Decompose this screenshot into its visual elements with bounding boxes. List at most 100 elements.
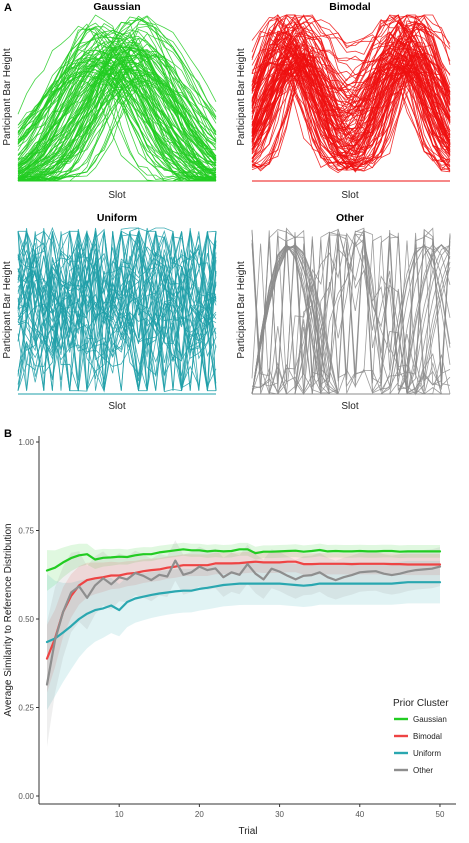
participant-line — [251, 23, 451, 155]
participant-line — [17, 46, 217, 178]
confidence-band — [47, 560, 440, 710]
participant-line — [17, 80, 217, 158]
participant-line — [251, 36, 451, 113]
participant-line — [251, 69, 451, 153]
participant-line — [251, 14, 451, 143]
y-axis-label: Participant Bar Height — [2, 48, 13, 145]
x-tick-label: 10 — [115, 810, 124, 819]
participant-line — [17, 70, 217, 171]
participant-line — [17, 30, 217, 176]
participant-line — [251, 52, 451, 136]
participant-line — [251, 24, 451, 163]
participant-line — [17, 49, 217, 175]
participant-line — [251, 68, 451, 172]
line-group — [251, 13, 451, 182]
participant-line — [17, 56, 217, 171]
y-tick-label: 0.25 — [18, 704, 34, 713]
participant-line — [17, 231, 217, 391]
x-axis-label: Slot — [341, 401, 358, 412]
x-axis-label: Slot — [108, 190, 125, 201]
participant-line — [251, 47, 451, 151]
participant-line — [17, 230, 217, 317]
participant-line — [17, 47, 217, 180]
subplot-title: Other — [336, 212, 364, 224]
participant-line — [17, 63, 217, 174]
x-axis-label: Slot — [341, 190, 358, 201]
y-tick-label: 0.75 — [18, 527, 34, 536]
participant-line — [251, 14, 451, 156]
participant-line — [17, 29, 217, 162]
participant-line — [251, 63, 451, 166]
participant-line — [251, 14, 451, 108]
participant-line — [251, 32, 451, 132]
subplot-title: Gaussian — [93, 1, 140, 13]
participant-line — [17, 35, 217, 171]
participant-line — [17, 57, 217, 172]
participant-line — [251, 38, 451, 118]
participant-line — [17, 56, 217, 159]
participant-line — [18, 28, 217, 182]
participant-line — [18, 22, 217, 182]
axes: 0.00 0.25 0.50 0.75 1.00 10 20 30 40 50 — [18, 436, 456, 819]
participant-line — [251, 59, 451, 158]
line-group — [17, 14, 217, 182]
other-subplot: Other Slot Participant Bar Height — [236, 212, 451, 412]
participant-line — [17, 231, 217, 391]
x-axis-label: Trial — [238, 826, 257, 837]
series-lines — [45, 548, 442, 686]
participant-line — [17, 66, 216, 182]
x-tick-label: 50 — [436, 810, 445, 819]
line-group — [17, 226, 217, 395]
participant-line — [251, 30, 451, 163]
participant-line — [17, 48, 217, 173]
y-tick-label: 0.50 — [18, 615, 34, 624]
participant-line — [17, 57, 217, 173]
y-axis-label: Participant Bar Height — [236, 261, 247, 358]
legend: Prior Cluster Gaussian Bimodal Uniform Othe… — [393, 698, 449, 775]
participant-line — [17, 231, 217, 356]
participant-line — [17, 72, 217, 182]
x-tick-label: 40 — [355, 810, 364, 819]
participant-line — [17, 56, 217, 180]
participant-line — [251, 61, 451, 125]
participant-line — [251, 62, 451, 136]
x-tick-label: 20 — [195, 810, 204, 819]
participant-line — [251, 67, 451, 161]
x-tick-label: 30 — [275, 810, 284, 819]
line-group — [251, 227, 451, 396]
participant-line — [251, 34, 451, 162]
series-line-uniform — [45, 581, 442, 644]
confidence-band — [47, 540, 440, 747]
y-axis-label: Average Similarity to Reference Distribu… — [3, 523, 14, 716]
participant-line — [251, 45, 451, 171]
participant-line — [17, 61, 217, 160]
series-line-bimodal — [45, 560, 442, 660]
y-axis-label: Participant Bar Height — [2, 261, 13, 358]
participant-line — [17, 79, 217, 182]
participant-line — [251, 14, 451, 158]
panel-a-label: A — [4, 2, 12, 14]
legend-label: Gaussian — [413, 715, 447, 724]
participant-line — [251, 229, 451, 393]
participant-line — [251, 14, 451, 147]
panel-b-label: B — [4, 428, 12, 440]
series-line-other — [45, 559, 442, 686]
y-tick-label: 1.00 — [18, 438, 34, 447]
legend-title: Prior Cluster — [393, 698, 449, 709]
participant-line — [252, 232, 450, 395]
participant-line — [251, 14, 451, 154]
participant-line — [17, 273, 217, 391]
gaussian-subplot: Gaussian Slot Participant Bar Height — [2, 1, 217, 201]
series-line-gaussian — [45, 548, 442, 572]
y-axis-label: Participant Bar Height — [236, 48, 247, 145]
uniform-subplot: Uniform Slot Participant Bar Height — [2, 212, 217, 412]
participant-line — [251, 62, 451, 132]
legend-label: Bimodal — [413, 732, 442, 741]
participant-line — [252, 240, 450, 395]
legend-label: Other — [413, 766, 433, 775]
participant-line — [17, 231, 217, 391]
participant-line — [251, 47, 451, 167]
participant-line — [251, 52, 451, 172]
participant-line — [17, 73, 217, 172]
